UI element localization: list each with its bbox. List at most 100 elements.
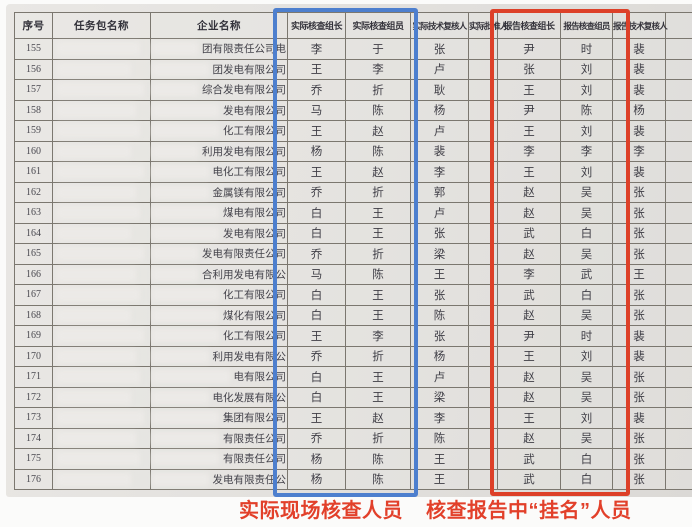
company-name-tail: 团有限责任公司电	[202, 44, 286, 56]
task-package-cell	[52, 386, 151, 408]
company-cell: 煤化有限公司	[150, 304, 288, 326]
actual-reviewer-cell: 卢	[410, 202, 469, 224]
caption-report-nominal-personnel: 核查报告中“挂名”人员	[426, 500, 632, 522]
actual-reviewer-cell: 张	[410, 284, 469, 306]
table-row: 155 团有限责任公司电李于张尹时裴	[14, 38, 692, 60]
redaction-blur	[152, 144, 198, 158]
task-package-cell	[52, 325, 151, 347]
redaction-blur	[57, 42, 141, 56]
report-leader-cell: 王	[497, 407, 561, 429]
serial-cell: 171	[14, 366, 53, 388]
serial-cell: 160	[14, 140, 53, 162]
report-leader-cell: 李	[497, 140, 561, 162]
report-reviewer-cell: 张	[612, 304, 666, 326]
cutoff-cell	[665, 58, 692, 80]
company-name-tail: 利用发电有限公	[212, 351, 287, 363]
actual-reviewer-cell: 裴	[410, 140, 469, 162]
company-name-tail: 化工有限公司	[223, 331, 286, 343]
company-cell: 发电有限责任公司	[150, 243, 288, 265]
task-package-cell	[52, 304, 151, 326]
redaction-blur	[152, 308, 219, 322]
report-reviewer-cell: 裴	[612, 58, 666, 80]
redaction-blur	[57, 103, 136, 117]
actual-reviewer-cell: 张	[410, 325, 469, 347]
serial-cell: 155	[14, 38, 53, 60]
table-row: 171 电有限公司白王卢赵吴张	[14, 366, 692, 388]
actual-leader-cell: 李	[287, 38, 346, 60]
header-report-reviewer: 报告技术复核人	[612, 12, 668, 39]
company-cell: 化工有限公司	[150, 284, 288, 306]
report-reviewer-cell: 裴	[612, 325, 666, 347]
redaction-blur	[152, 329, 219, 343]
company-name-tail: 综合发电有限公司	[202, 85, 286, 97]
actual-member-cell: 王	[345, 222, 411, 244]
report-member-cell: 白	[560, 284, 613, 306]
table-row: 161 电化工有限公司王赵李王刘裴	[14, 161, 692, 183]
company-cell: 综合发电有限公司	[150, 79, 288, 101]
company-cell: 煤电有限公司	[150, 202, 288, 224]
actual-member-cell: 陈	[345, 263, 411, 285]
report-leader-cell: 武	[497, 448, 561, 470]
table-row: 176 发电有限责任公杨陈王武白张	[14, 468, 692, 490]
cutoff-cell	[665, 202, 692, 224]
redaction-blur	[152, 452, 219, 466]
report-member-cell: 吴	[560, 427, 613, 449]
table-body: 155 团有限责任公司电李于张尹时裴 156 团发电有限公司王李卢张刘裴 157 综合发电…	[14, 38, 692, 490]
header-task-package: 任务包名称	[52, 12, 151, 39]
redaction-blur	[57, 62, 131, 76]
company-cell: 电有限公司	[150, 366, 288, 388]
company-name-tail: 集团有限公司	[223, 413, 286, 425]
report-reviewer-cell: 张	[612, 448, 666, 470]
company-name-tail: 发电有限公司	[223, 228, 286, 240]
report-reviewer-cell: 张	[612, 468, 666, 490]
table-row: 175 有限责任公司杨陈王武白张	[14, 448, 692, 470]
company-name-tail: 化工有限公司	[223, 290, 286, 302]
actual-member-cell: 赵	[345, 120, 411, 142]
company-name-tail: 电化工有限公司	[212, 167, 287, 179]
actual-reviewer-cell: 卢	[410, 366, 469, 388]
table-header-row: 序号 任务包名称 企业名称 实际核查组长 实际核查组员 实际技术复核人 实际批准…	[14, 12, 692, 39]
report-reviewer-cell: 王	[612, 263, 666, 285]
serial-cell: 175	[14, 448, 53, 470]
redaction-blur	[57, 370, 141, 384]
redaction-blur	[152, 42, 198, 56]
task-package-cell	[52, 99, 151, 121]
actual-member-cell: 赵	[345, 161, 411, 183]
redaction-blur	[57, 472, 131, 486]
table-row: 168 煤化有限公司白王陈赵吴张	[14, 304, 692, 326]
table-row: 172 电化发展有限公白王梁赵吴张	[14, 386, 692, 408]
redaction-blur	[152, 226, 219, 240]
redaction-blur	[57, 144, 131, 158]
company-name-tail: 利用发电有限公司	[202, 146, 286, 158]
report-reviewer-cell: 裴	[612, 79, 666, 101]
header-company: 企业名称	[150, 12, 288, 39]
actual-leader-cell: 杨	[287, 448, 346, 470]
table-row: 163 煤电有限公司白王卢赵吴张	[14, 202, 692, 224]
serial-cell: 161	[14, 161, 53, 183]
actual-leader-cell: 白	[287, 284, 346, 306]
report-member-cell: 白	[560, 222, 613, 244]
task-package-cell	[52, 222, 151, 244]
table-row: 164 发电有限公司白王张武白张	[14, 222, 692, 244]
task-package-cell	[52, 140, 151, 162]
actual-reviewer-cell: 陈	[410, 427, 469, 449]
report-leader-cell: 赵	[497, 243, 561, 265]
verification-table: 序号 任务包名称 企业名称 实际核查组长 实际核查组员 实际技术复核人 实际批准…	[14, 12, 692, 490]
actual-reviewer-cell: 杨	[410, 345, 469, 367]
company-cell: 有限责任公司	[150, 448, 288, 470]
report-member-cell: 吴	[560, 181, 613, 203]
company-cell: 利用发电有限公	[150, 345, 288, 367]
redaction-blur	[152, 206, 219, 220]
company-name-tail: 煤电有限公司	[223, 208, 286, 220]
redaction-blur	[57, 390, 131, 404]
report-leader-cell: 武	[497, 468, 561, 490]
task-package-cell	[52, 58, 151, 80]
actual-reviewer-cell: 陈	[410, 304, 469, 326]
actual-reviewer-cell: 卢	[410, 58, 469, 80]
redaction-blur	[57, 206, 141, 220]
company-name-tail: 电有限公司	[233, 372, 287, 384]
actual-member-cell: 折	[345, 79, 411, 101]
redaction-blur	[57, 411, 145, 425]
actual-member-cell: 王	[345, 284, 411, 306]
